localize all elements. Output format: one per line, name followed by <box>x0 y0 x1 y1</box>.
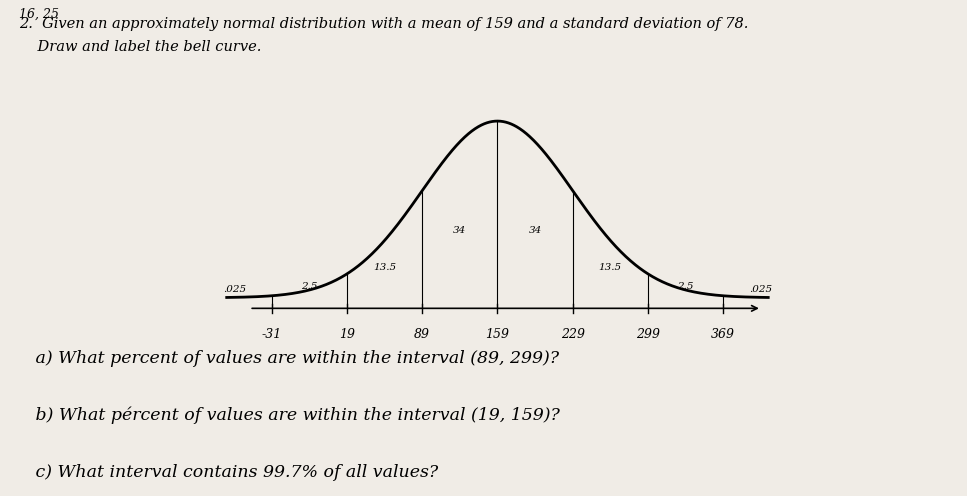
Text: 34: 34 <box>454 226 466 235</box>
Text: 89: 89 <box>414 328 430 341</box>
Text: 159: 159 <box>485 328 510 341</box>
Text: c) What interval contains 99.7% of all values?: c) What interval contains 99.7% of all v… <box>19 464 439 481</box>
Text: Draw and label the bell curve.: Draw and label the bell curve. <box>19 40 262 54</box>
Text: 19: 19 <box>339 328 355 341</box>
Text: 229: 229 <box>561 328 585 341</box>
Text: a) What percent of values are within the interval (89, 299)?: a) What percent of values are within the… <box>19 350 560 367</box>
Text: -31: -31 <box>262 328 282 341</box>
Text: 369: 369 <box>711 328 735 341</box>
Text: 299: 299 <box>636 328 659 341</box>
Text: 34: 34 <box>528 226 542 235</box>
Text: .025: .025 <box>749 285 773 294</box>
Text: 2.5: 2.5 <box>677 282 693 291</box>
Text: 2.  Given an approximately normal distribution with a mean of 159 and a standard: 2. Given an approximately normal distrib… <box>19 17 748 31</box>
Text: 13.5: 13.5 <box>373 263 396 272</box>
Text: 16, 25: 16, 25 <box>19 7 59 20</box>
Text: .025: .025 <box>222 285 246 294</box>
Text: b) What pércent of values are within the interval (19, 159)?: b) What pércent of values are within the… <box>19 407 560 424</box>
Text: 2.5: 2.5 <box>301 282 318 291</box>
Text: 13.5: 13.5 <box>599 263 622 272</box>
